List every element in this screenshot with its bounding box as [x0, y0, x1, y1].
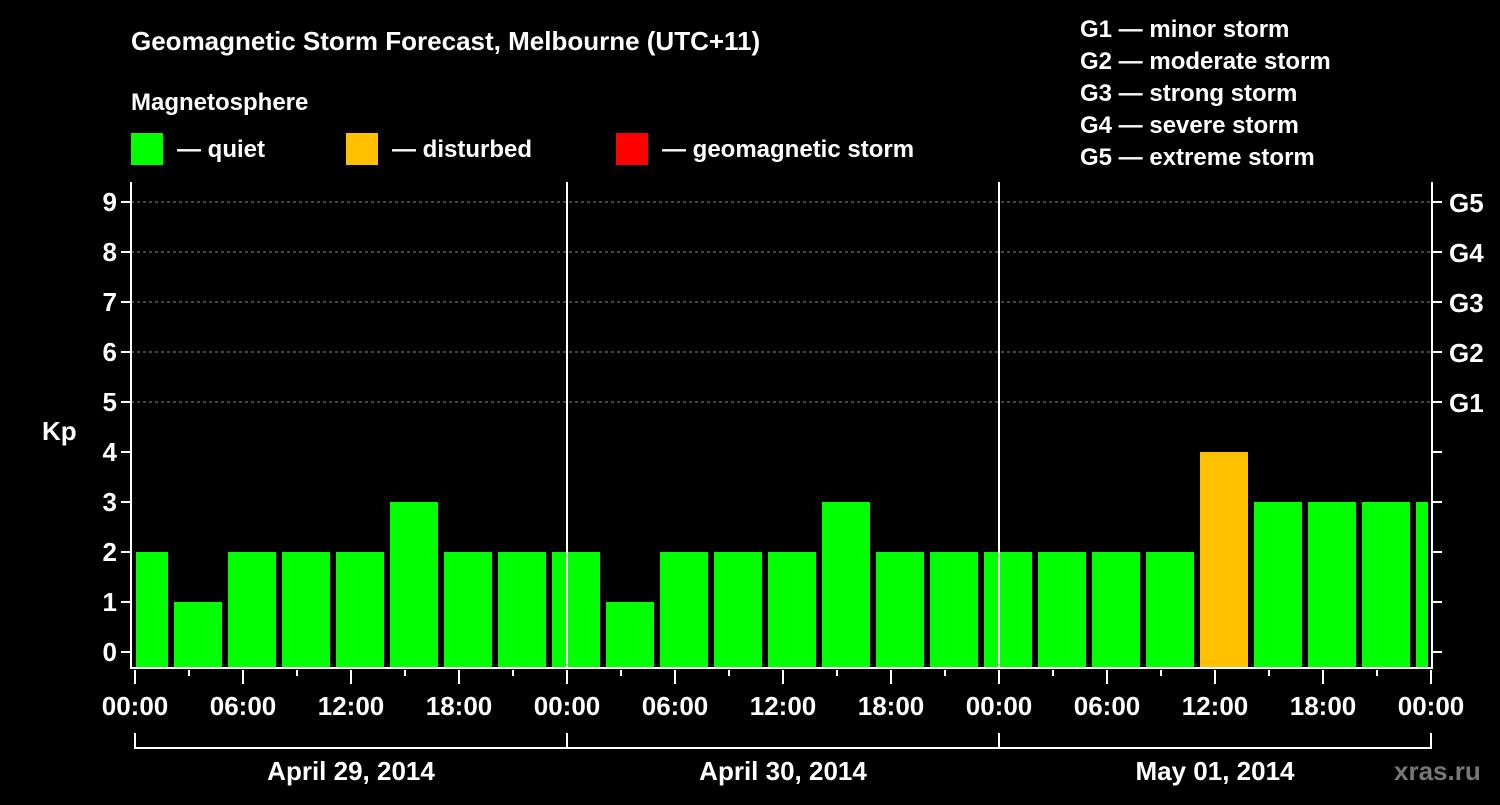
x-tick-label: 12:00 — [1182, 691, 1249, 721]
legend-swatch-1 — [346, 133, 378, 165]
storm-scale-item: G1 — minor storm — [1080, 16, 1289, 43]
kp-bar — [498, 552, 546, 668]
kp-bar — [174, 602, 222, 668]
g-level-label: G2 — [1449, 338, 1484, 368]
y-tick-label: 1 — [103, 587, 117, 617]
x-tick-label: 18:00 — [858, 691, 925, 721]
kp-bar — [1362, 502, 1410, 668]
x-tick-label: 06:00 — [642, 691, 709, 721]
g-level-label: G3 — [1449, 288, 1484, 318]
kp-bar — [984, 552, 1032, 668]
y-tick-label: 6 — [103, 337, 117, 367]
x-tick-label: 00:00 — [1398, 691, 1465, 721]
x-tick-label: 00:00 — [534, 691, 601, 721]
kp-bar — [1200, 452, 1248, 668]
x-tick-label: 00:00 — [966, 691, 1033, 721]
kp-bar — [930, 552, 978, 668]
watermark: xras.ru — [1394, 756, 1481, 786]
kp-bar — [552, 552, 600, 668]
kp-bar — [1092, 552, 1140, 668]
y-tick-label: 0 — [103, 637, 117, 667]
legend-title: Magnetosphere — [131, 89, 308, 116]
y-tick-label: 7 — [103, 287, 117, 317]
day-label: April 30, 2014 — [699, 756, 867, 786]
day-bracket — [134, 733, 568, 749]
y-tick-label: 5 — [103, 387, 117, 417]
y-tick-label: 9 — [103, 187, 117, 217]
legend-label-0: — quiet — [177, 136, 265, 163]
storm-scale: G1 — minor storm G2 — moderate storm G3 — … — [1080, 16, 1331, 171]
storm-scale-item: G2 — moderate storm — [1080, 48, 1331, 75]
storm-scale-item: G4 — severe storm — [1080, 112, 1299, 139]
kp-bar — [1254, 502, 1302, 668]
kp-bar — [1308, 502, 1356, 668]
kp-bar — [822, 502, 870, 668]
chart-title: Geomagnetic Storm Forecast, Melbourne (U… — [131, 26, 760, 56]
x-tick-label: 06:00 — [1074, 691, 1141, 721]
day-bracket — [998, 733, 1432, 749]
plot-area: 0 1 2 3 4 5 6 7 8 9 G1 G2 G3 G4 G5 00:00 06:00 12:00 18:00… — [102, 182, 1484, 786]
kp-bar — [714, 552, 762, 668]
x-tick-label: 18:00 — [426, 691, 493, 721]
kp-bar — [876, 552, 924, 668]
x-tick-label: 06:00 — [210, 691, 277, 721]
kp-bar — [768, 552, 816, 668]
y-tick-label: 2 — [103, 537, 117, 567]
storm-scale-item: G3 — strong storm — [1080, 80, 1297, 107]
y-tick-label: 3 — [103, 487, 117, 517]
legend-label-2: — geomagnetic storm — [662, 136, 914, 163]
y-tick-label: 8 — [103, 237, 117, 267]
x-tick-label: 00:00 — [102, 691, 169, 721]
g-level-label: G1 — [1449, 388, 1484, 418]
storm-scale-item: G5 — extreme storm — [1080, 144, 1315, 171]
g-level-label: G4 — [1449, 238, 1484, 268]
legend: — quiet — disturbed — geomagnetic storm — [131, 133, 914, 165]
kp-bar — [390, 502, 438, 668]
y-axis-label: Kp — [42, 416, 77, 446]
kp-bar — [606, 602, 654, 668]
legend-swatch-2 — [616, 133, 648, 165]
y-tick-label: 4 — [103, 437, 118, 467]
kp-bar — [136, 552, 168, 668]
kp-bar — [1416, 502, 1428, 668]
x-tick-label: 18:00 — [1290, 691, 1357, 721]
day-bracket — [566, 733, 1000, 749]
kp-bar — [1146, 552, 1194, 668]
day-label: April 29, 2014 — [267, 756, 435, 786]
day-label: May 01, 2014 — [1135, 756, 1295, 786]
legend-swatch-0 — [131, 133, 163, 165]
kp-bar — [282, 552, 330, 668]
g-level-label: G5 — [1449, 188, 1484, 218]
kp-bar — [228, 552, 276, 668]
axis-frame — [130, 182, 1433, 669]
kp-bar — [444, 552, 492, 668]
legend-label-1: — disturbed — [392, 136, 532, 163]
kp-bar — [336, 552, 384, 668]
kp-bar — [660, 552, 708, 668]
x-tick-label: 12:00 — [318, 691, 385, 721]
x-tick-label: 12:00 — [750, 691, 817, 721]
kp-bar — [1038, 552, 1086, 668]
